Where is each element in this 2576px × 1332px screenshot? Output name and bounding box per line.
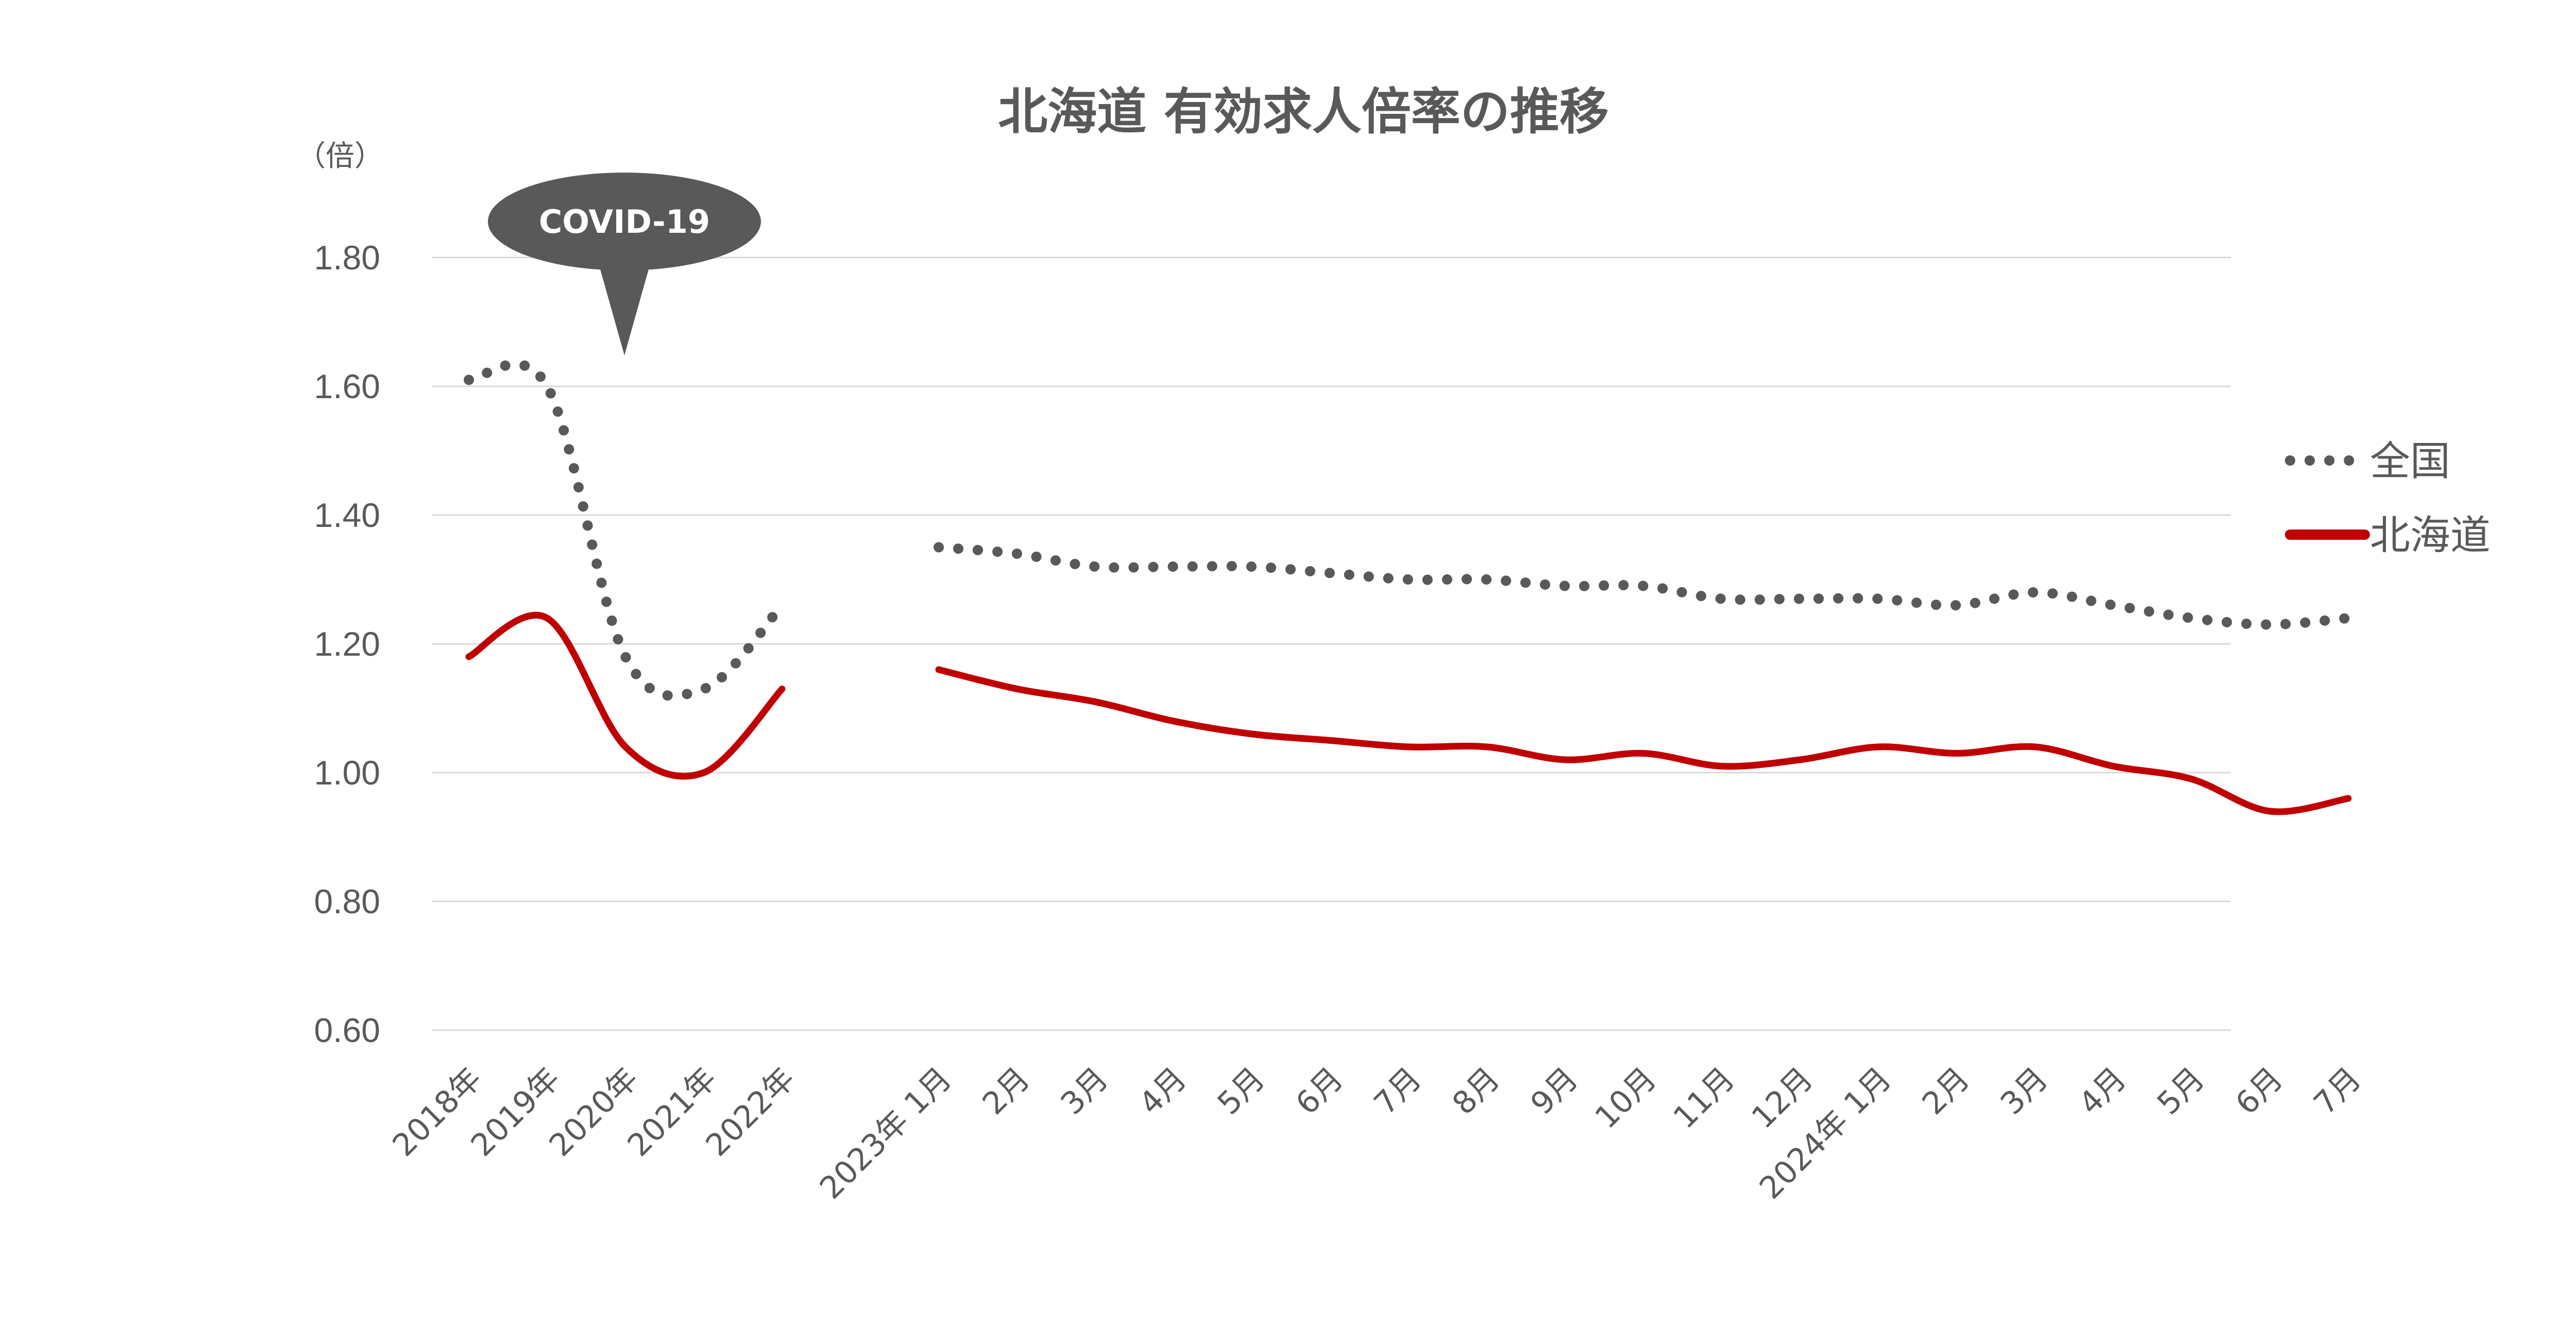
- x-tick-label: 6月: [2229, 1061, 2290, 1122]
- x-tick-label: 2021年: [621, 1061, 724, 1164]
- x-tick-label: 8月: [1446, 1061, 1507, 1122]
- x-tick-label: 4月: [2072, 1061, 2133, 1122]
- legend-item-zenkoku: 全国: [2285, 438, 2450, 485]
- legend: 全国 北海道: [2285, 438, 2490, 559]
- series-line-segment: [935, 666, 2352, 815]
- y-tick-label: 1.40: [314, 496, 380, 534]
- series-line-segment: [464, 359, 787, 701]
- y-tick-label: 0.60: [314, 1011, 380, 1049]
- gridlines: [432, 257, 2231, 1031]
- series-zenkoku: [464, 359, 2353, 701]
- x-tick-label: 2018年: [386, 1061, 489, 1164]
- x-tick-label: 7月: [2307, 1061, 2368, 1122]
- y-tick-label: 1.60: [314, 367, 380, 405]
- y-axis-unit-label: （倍）: [297, 140, 383, 173]
- callout-bubble: [488, 173, 761, 270]
- y-tick-label: 1.80: [314, 238, 380, 277]
- x-tick-label: 7月: [1367, 1061, 1429, 1122]
- series-line-segment: [465, 611, 786, 780]
- chart-title: 北海道 有効求人倍率の推移: [998, 83, 1608, 141]
- x-tick-label: 2019年: [464, 1061, 567, 1164]
- y-tick-label: 0.80: [314, 882, 380, 920]
- x-tick-label: 5月: [1211, 1061, 1272, 1122]
- x-tick-label: 4月: [1132, 1061, 1194, 1122]
- legend-item-hokkaido: 北海道: [2285, 513, 2490, 559]
- y-tick-label: 1.20: [314, 625, 380, 663]
- series-lines: [464, 359, 2353, 815]
- series-hokkaido: [465, 611, 2352, 815]
- x-tick-label: 2022年: [699, 1061, 802, 1164]
- x-tick-label: 2020年: [543, 1061, 646, 1164]
- x-tick-label: 9月: [1524, 1061, 1585, 1122]
- callout-text: COVID-19: [539, 203, 710, 241]
- x-tick-label: 3月: [1994, 1061, 2055, 1122]
- x-tick-label: 3月: [1054, 1061, 1115, 1122]
- x-tick-label: 2023年 1月: [813, 1061, 959, 1206]
- x-tick-label: 6月: [1289, 1061, 1350, 1122]
- x-tick-label: 2月: [1916, 1061, 1977, 1122]
- y-tick-label: 1.00: [314, 754, 380, 792]
- x-tick-label: 2月: [976, 1061, 1037, 1122]
- x-tick-label: 11月: [1667, 1061, 1742, 1136]
- callout-pointer: [598, 260, 651, 355]
- legend-label-zenkoku: 全国: [2370, 438, 2450, 485]
- covid-callout: COVID-19: [488, 173, 761, 355]
- x-tick-label: 10月: [1588, 1061, 1664, 1136]
- legend-label-hokkaido: 北海道: [2370, 513, 2490, 559]
- series-line-segment: [934, 542, 2353, 630]
- y-axis-ticks: 0.60 0.80 1.00 1.20 1.40 1.60 1.80: [314, 238, 380, 1049]
- x-tick-label: 5月: [2150, 1061, 2212, 1122]
